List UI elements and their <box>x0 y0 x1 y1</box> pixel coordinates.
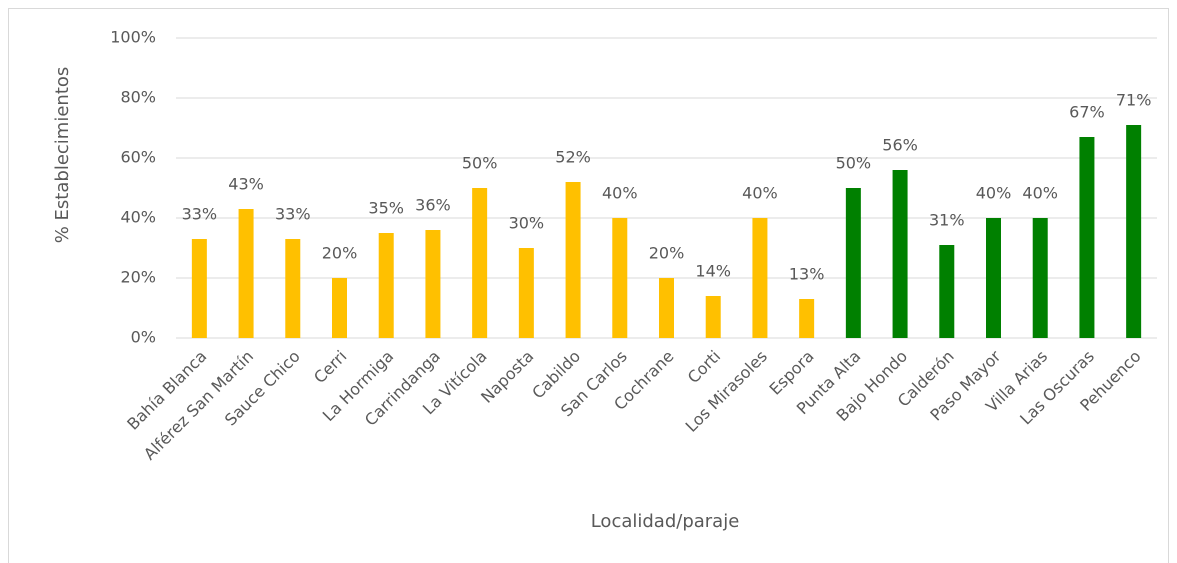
value-label: 40% <box>602 184 638 203</box>
value-label: 31% <box>929 211 965 230</box>
bar <box>799 299 815 338</box>
bar <box>565 182 581 338</box>
value-label: 43% <box>228 175 264 194</box>
bar <box>705 296 721 338</box>
bar <box>1079 137 1095 338</box>
bar <box>752 218 768 338</box>
bar <box>1032 218 1048 338</box>
x-axis-title: Localidad/paraje <box>591 511 740 532</box>
value-label: 30% <box>509 214 545 233</box>
bar <box>1126 125 1142 338</box>
x-tick-label: Corti <box>684 347 724 387</box>
value-label: 50% <box>836 154 872 173</box>
bar <box>892 170 908 338</box>
value-label: 20% <box>649 244 685 263</box>
value-label: 14% <box>695 262 731 281</box>
bar <box>425 230 441 338</box>
value-label: 36% <box>415 196 451 215</box>
value-label: 33% <box>275 205 311 224</box>
value-label: 56% <box>882 136 918 155</box>
y-axis-title: % Establecimientos <box>52 67 73 244</box>
bar <box>285 239 301 338</box>
bar <box>472 188 488 338</box>
value-label: 40% <box>976 184 1012 203</box>
value-label: 33% <box>182 205 218 224</box>
bar <box>659 278 674 338</box>
y-tick-label: 100% <box>110 28 156 47</box>
y-tick-label: 0% <box>131 328 156 347</box>
value-label: 40% <box>1022 184 1058 203</box>
y-tick-label: 80% <box>120 88 156 107</box>
x-tick-label: Bahía Blanca <box>123 347 210 434</box>
bar <box>939 245 955 338</box>
bar <box>378 233 394 338</box>
x-tick-label: Los Mirasoles <box>682 347 771 436</box>
y-tick-label: 40% <box>120 208 156 227</box>
bar <box>986 218 1001 338</box>
value-label: 67% <box>1069 103 1105 122</box>
chart-frame <box>8 8 1169 563</box>
value-label: 50% <box>462 154 498 173</box>
bar <box>191 239 207 338</box>
bar <box>845 188 861 338</box>
bar <box>612 218 628 338</box>
y-tick-label: 20% <box>120 268 156 287</box>
y-tick-label: 60% <box>120 148 156 167</box>
value-label: 13% <box>789 265 825 284</box>
bar <box>518 248 534 338</box>
value-label: 20% <box>322 244 358 263</box>
value-label: 52% <box>555 148 591 167</box>
x-tick-label: Cerri <box>310 347 351 388</box>
bar <box>332 278 347 338</box>
bar <box>238 209 254 338</box>
value-label: 40% <box>742 184 778 203</box>
value-label: 71% <box>1116 91 1152 110</box>
value-label: 35% <box>368 199 404 218</box>
